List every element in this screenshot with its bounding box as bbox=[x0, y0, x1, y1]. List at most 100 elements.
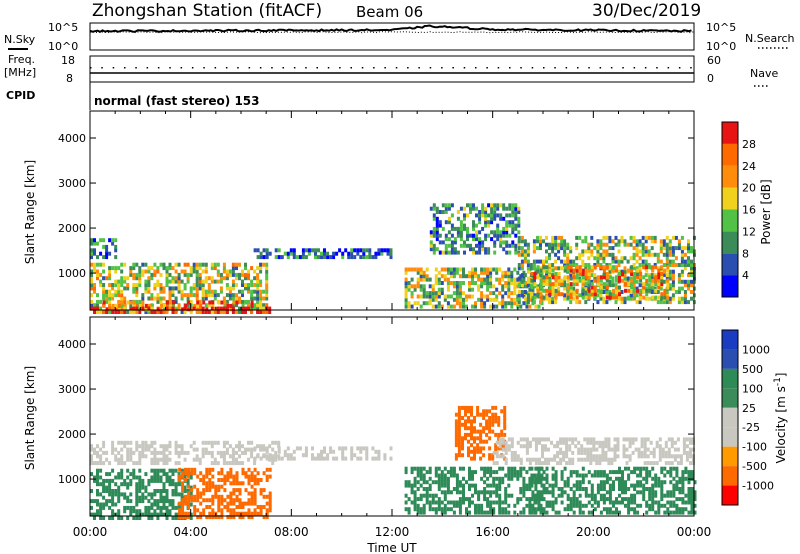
heatmap-cell bbox=[493, 250, 497, 255]
heatmap-cell bbox=[687, 246, 690, 251]
heatmap-cell bbox=[483, 294, 487, 299]
heatmap-cell bbox=[668, 252, 672, 257]
heatmap-cell bbox=[633, 288, 637, 293]
heatmap-cell bbox=[244, 450, 247, 455]
heatmap-cell bbox=[432, 226, 436, 231]
heatmap-cell bbox=[615, 295, 618, 300]
heatmap-cell bbox=[685, 457, 689, 462]
heatmap-cell bbox=[617, 263, 621, 267]
heatmap-cell bbox=[657, 507, 661, 512]
heatmap-cell bbox=[90, 283, 93, 287]
heatmap-cell bbox=[560, 246, 564, 251]
heatmap-cell bbox=[651, 497, 655, 502]
heatmap-cell bbox=[660, 490, 664, 495]
heatmap-cell bbox=[186, 262, 190, 267]
heatmap-cell bbox=[541, 444, 544, 449]
heatmap-cell bbox=[241, 461, 244, 466]
heatmap-cell bbox=[684, 470, 688, 475]
heatmap-cell bbox=[256, 283, 260, 287]
heatmap-cell bbox=[530, 476, 534, 481]
colorbar-tick-label: -1000 bbox=[742, 480, 774, 493]
heatmap-cell bbox=[169, 300, 172, 305]
heatmap-cell bbox=[238, 310, 241, 314]
heatmap-cell bbox=[247, 515, 251, 520]
heatmap-cell bbox=[437, 287, 441, 292]
heatmap-cell bbox=[636, 473, 640, 478]
heatmap-cell bbox=[165, 495, 169, 500]
heatmap-cell bbox=[648, 503, 652, 508]
heatmap-cell bbox=[265, 289, 269, 294]
heatmap-cell bbox=[514, 243, 518, 248]
heatmap-cell bbox=[247, 303, 250, 308]
heatmap-cell bbox=[632, 252, 636, 257]
heatmap-cell bbox=[222, 457, 226, 462]
heatmap-cell bbox=[525, 483, 529, 488]
heatmap-cell bbox=[541, 447, 544, 452]
heatmap-cell bbox=[195, 283, 199, 287]
heatmap-cell bbox=[459, 237, 463, 242]
heatmap-cell bbox=[658, 447, 662, 452]
heatmap-cell bbox=[462, 493, 465, 498]
heatmap-cell bbox=[457, 446, 461, 451]
heatmap-cell bbox=[551, 246, 555, 251]
heatmap-cell bbox=[228, 444, 232, 449]
nave-point bbox=[101, 67, 103, 69]
heatmap-cell bbox=[486, 297, 490, 302]
heatmap-cell bbox=[241, 444, 244, 449]
heatmap-cell bbox=[455, 487, 459, 491]
heatmap-cell bbox=[613, 454, 617, 459]
heatmap-cell bbox=[690, 279, 693, 284]
heatmap-cell bbox=[504, 461, 508, 466]
heatmap-cell bbox=[693, 490, 697, 495]
heatmap-cell bbox=[504, 507, 508, 512]
heatmap-cell bbox=[195, 276, 199, 281]
heatmap-cell bbox=[489, 503, 493, 508]
heatmap-cell bbox=[114, 454, 118, 459]
heatmap-cell bbox=[183, 475, 187, 480]
heatmap-cell bbox=[111, 306, 115, 311]
heatmap-cell bbox=[253, 306, 257, 311]
heatmap-cell bbox=[422, 480, 426, 485]
heatmap-cell bbox=[572, 483, 576, 488]
heatmap-cell bbox=[413, 480, 417, 485]
nsky-tick-high: 10^5 bbox=[48, 21, 78, 34]
heatmap-cell bbox=[102, 293, 106, 298]
heatmap-cell bbox=[470, 432, 473, 437]
heatmap-cell bbox=[683, 263, 687, 267]
heatmap-cell bbox=[413, 284, 417, 289]
heatmap-cell bbox=[374, 255, 378, 260]
heatmap-cell bbox=[602, 480, 606, 485]
heatmap-cell bbox=[186, 303, 190, 308]
heatmap-cell bbox=[114, 293, 118, 298]
heatmap-cell bbox=[114, 266, 118, 271]
heatmap-cell bbox=[180, 447, 184, 452]
heatmap-cell bbox=[196, 508, 200, 513]
heatmap-cell bbox=[132, 286, 136, 291]
heatmap-cell bbox=[219, 450, 223, 455]
heatmap-cell bbox=[216, 269, 220, 274]
heatmap-cell bbox=[539, 476, 543, 481]
heatmap-cell bbox=[660, 480, 664, 485]
heatmap-cell bbox=[517, 230, 521, 235]
heatmap-cell bbox=[259, 266, 263, 271]
heatmap-cell bbox=[174, 286, 178, 291]
heatmap-cell bbox=[545, 487, 549, 491]
heatmap-cell bbox=[462, 483, 465, 488]
heatmap-cell bbox=[265, 310, 269, 314]
heatmap-cell bbox=[99, 306, 103, 311]
heatmap-cell bbox=[667, 454, 671, 459]
heatmap-cell bbox=[690, 490, 694, 495]
heatmap-cell bbox=[471, 476, 474, 481]
heatmap-cell bbox=[635, 266, 639, 271]
heatmap-cell bbox=[111, 499, 115, 504]
heatmap-cell bbox=[144, 289, 148, 294]
heatmap-cell bbox=[147, 279, 151, 284]
heatmap-cell bbox=[554, 476, 558, 481]
heatmap-cell bbox=[129, 440, 133, 445]
heatmap-cell bbox=[434, 297, 438, 302]
heatmap-cell bbox=[498, 466, 502, 471]
heatmap-cell bbox=[654, 510, 658, 515]
heatmap-cell bbox=[204, 310, 208, 314]
heatmap-cell bbox=[551, 239, 555, 244]
heatmap-cell bbox=[557, 275, 561, 280]
